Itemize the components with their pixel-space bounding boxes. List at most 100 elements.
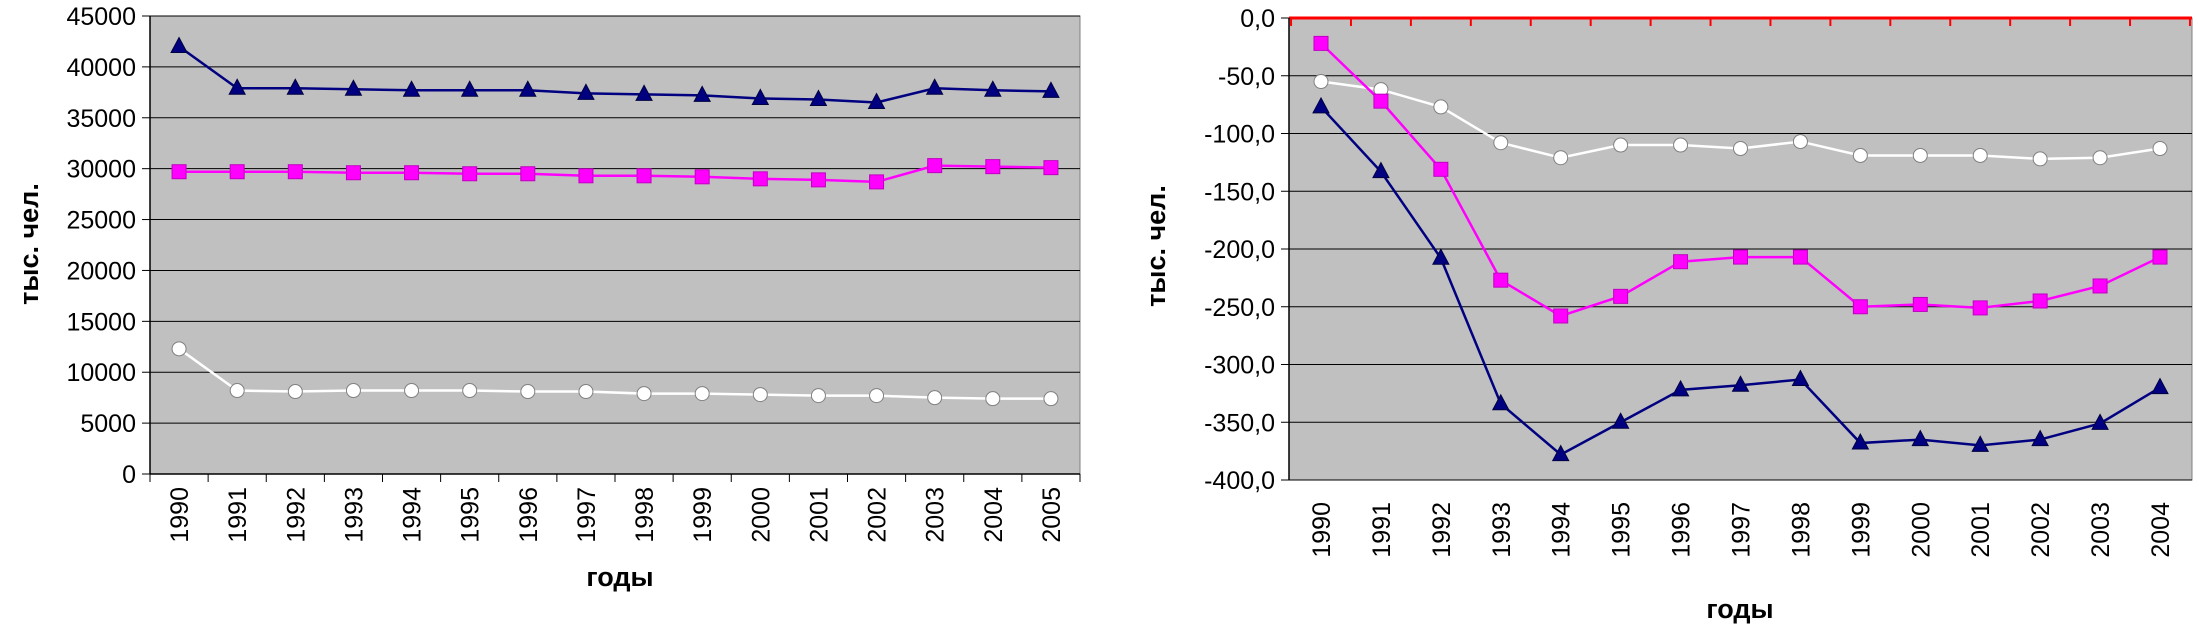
y-tick-label: 45000 — [66, 3, 136, 31]
x-tick-label: 2002 — [2027, 502, 2055, 558]
data-point — [1432, 248, 1450, 265]
data-point — [171, 164, 187, 180]
data-point — [1551, 444, 1570, 462]
data-point — [462, 383, 478, 399]
series-line — [179, 164, 1051, 184]
x-tick-label: 2001 — [1967, 502, 1995, 558]
data-point — [578, 384, 594, 400]
series-1 — [170, 36, 1060, 110]
data-point — [809, 89, 828, 106]
data-point — [869, 174, 885, 190]
data-point — [752, 171, 768, 187]
series-line — [178, 45, 1051, 104]
data-point — [2151, 377, 2169, 395]
series-3 — [1312, 96, 2169, 462]
data-point — [694, 386, 710, 402]
data-point — [1851, 432, 1870, 450]
data-point — [1852, 147, 1868, 163]
data-point — [520, 384, 536, 400]
x-tick-label: 1991 — [224, 487, 252, 543]
data-point — [693, 85, 712, 102]
x-tick-label: 1990 — [166, 487, 194, 543]
data-point — [1042, 81, 1060, 98]
data-point — [1313, 35, 1329, 51]
data-point — [578, 168, 594, 184]
x-axis-title: годы — [1706, 594, 1773, 624]
x-tick-label: 2004 — [2147, 502, 2175, 558]
y-tick-label: 20000 — [66, 257, 136, 285]
data-point — [985, 391, 1001, 407]
x-tick-label: 1997 — [573, 487, 601, 543]
data-point — [1912, 296, 1928, 312]
data-point — [752, 387, 768, 403]
y-tick-label: -300,0 — [1204, 352, 1275, 380]
x-tick-label: 1997 — [1728, 502, 1756, 558]
data-point — [1611, 412, 1630, 429]
y-tick-label: 40000 — [66, 54, 136, 82]
x-tick-label: 2005 — [1038, 487, 1066, 543]
x-tick-label: 1995 — [457, 487, 485, 543]
y-tick-label: 35000 — [66, 105, 136, 133]
data-point — [229, 383, 245, 399]
data-point — [520, 166, 536, 182]
y-tick-label: -200,0 — [1204, 236, 1275, 264]
data-point — [287, 164, 303, 180]
y-tick-label: -100,0 — [1204, 121, 1275, 149]
data-point — [2031, 429, 2049, 447]
x-tick-label: 1994 — [399, 487, 427, 543]
data-point — [810, 172, 826, 188]
x-tick-label: 1996 — [1668, 502, 1696, 558]
y-tick-label: -150,0 — [1204, 178, 1275, 206]
y-tick-label: 15000 — [66, 308, 136, 336]
data-point — [2032, 151, 2048, 167]
x-tick-label: 1995 — [1608, 502, 1636, 558]
y-tick-label: 30000 — [66, 156, 136, 184]
data-point — [1852, 299, 1868, 315]
data-point — [229, 164, 245, 180]
x-tick-label: 1990 — [1308, 502, 1336, 558]
y-tick-label: 0,0 — [1240, 5, 1275, 33]
series-1 — [1313, 74, 2168, 167]
data-point — [927, 158, 943, 174]
data-point — [1373, 93, 1389, 109]
x-tick-label: 1998 — [631, 487, 659, 543]
data-point — [2152, 249, 2168, 265]
x-tick-label: 1999 — [1847, 502, 1875, 558]
data-point — [1613, 137, 1629, 153]
data-point — [925, 78, 944, 95]
data-point — [1792, 249, 1808, 265]
data-point — [170, 36, 188, 54]
data-point — [1312, 96, 1330, 114]
y-tick-label: 5000 — [80, 410, 136, 438]
data-point — [1971, 435, 1990, 452]
data-point — [1313, 74, 1329, 90]
data-point — [462, 166, 478, 182]
data-point — [1673, 254, 1689, 270]
data-point — [2092, 278, 2108, 294]
x-tick-label: 1998 — [1787, 502, 1815, 558]
data-point — [1553, 150, 1569, 166]
data-point — [1733, 249, 1748, 265]
y-axis-title: тыс. чел. — [14, 183, 44, 305]
series-line — [178, 347, 1051, 400]
data-point — [867, 92, 886, 110]
data-point — [2091, 413, 2109, 430]
data-point — [1972, 147, 1988, 163]
y-tick-label: 0 — [122, 461, 136, 489]
x-tick-label: 2003 — [2087, 502, 2115, 558]
data-point — [1372, 161, 1390, 179]
data-point — [1671, 379, 1690, 397]
x-tick-label: 1993 — [340, 487, 368, 543]
y-tick-label: -350,0 — [1204, 409, 1275, 437]
data-point — [1493, 135, 1509, 151]
data-point — [1043, 160, 1059, 176]
data-point — [985, 159, 1001, 175]
data-point — [345, 383, 361, 399]
data-point — [1972, 300, 1988, 316]
data-point — [810, 388, 826, 404]
data-point — [751, 88, 770, 105]
x-tick-label: 2000 — [747, 487, 775, 543]
plot-area — [149, 15, 1081, 475]
data-point — [518, 80, 537, 97]
